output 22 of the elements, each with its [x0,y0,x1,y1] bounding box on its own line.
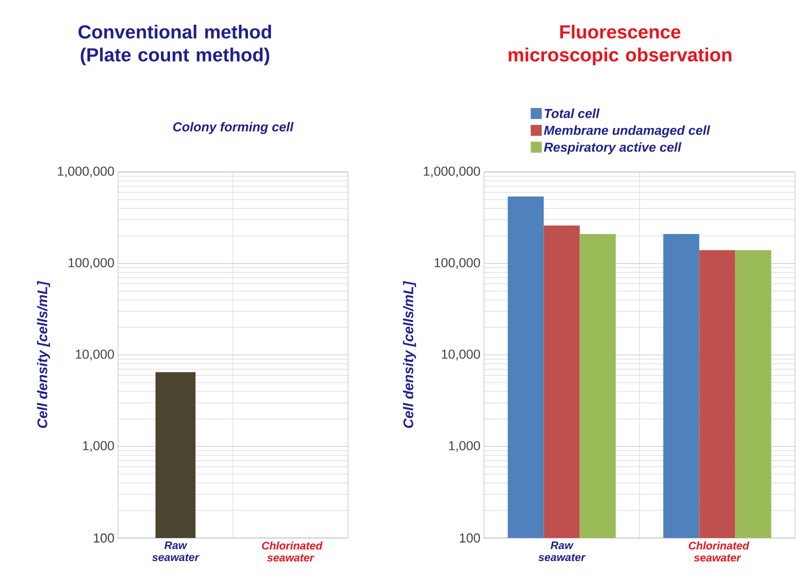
y-tick-label: 10,000 [442,350,480,360]
y-tick-label: 1,000 [83,441,114,452]
y-tick-label: 1,000,000 [58,166,114,178]
y-tick-label: 100 [94,533,114,543]
chart-title: Conventional method (Plate count method) [78,24,272,66]
legend-label: Membrane undamaged cell [544,125,710,138]
y-tick-label: 100,000 [68,258,114,269]
x-tick-label: Raw seawater [538,542,586,562]
chart-title: Fluorescence microscopic observation [508,24,732,66]
legend-label: Respiratory active cell [544,142,682,154]
y-axis-title: Cell density [cells/mL] [37,280,50,428]
y-tick-label: 1,000 [449,441,480,452]
chart-subtitle: Colony forming cell [173,122,294,134]
y-tick-label: 1,000,000 [424,166,480,178]
legend-label: Total cell [544,108,600,118]
x-tick-label: Chlorinated seawater [262,542,323,562]
x-tick-label: Raw seawater [152,542,200,562]
y-tick-label: 100,000 [434,258,480,269]
y-tick-label: 100 [460,533,480,543]
y-axis-title: Cell density [cells/mL] [403,280,416,428]
x-tick-label: Chlorinated seawater [688,542,750,562]
y-tick-label: 10,000 [76,350,114,360]
